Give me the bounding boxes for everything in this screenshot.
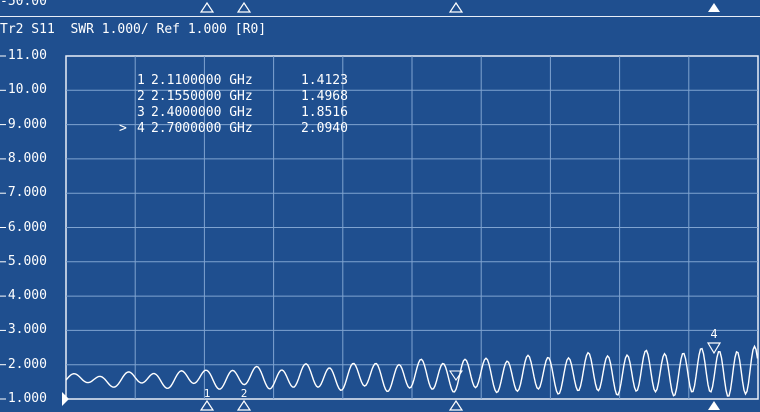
bottom-marker-triangle-icon [199, 399, 215, 411]
y-tick-label: 10.00 [0, 82, 47, 98]
top-marker-triangle-icon [199, 1, 215, 13]
marker-row-3[interactable]: 3 2.4000000 GHz 1.8516 [72, 90, 371, 120]
marker-number: 4 [136, 121, 145, 136]
y-tick-label: 7.000 [0, 185, 47, 201]
marker-frequency: 2.7000000 GHz [150, 121, 253, 136]
reference-position-arrow [62, 392, 69, 406]
y-tick-label: 9.000 [0, 116, 47, 132]
y-tick-label: 3.000 [0, 322, 47, 338]
active-marker-trace-triangle-icon [706, 342, 722, 355]
y-tick-label: 8.000 [0, 150, 47, 166]
marker-row-4[interactable]: >4 2.7000000 GHz 2.0940 [72, 106, 371, 136]
top-marker-triangle-icon [448, 1, 464, 13]
marker-row-1[interactable]: 1 2.1100000 GHz 1.4123 [72, 58, 371, 88]
bottom-marker-label: 2 [241, 387, 248, 400]
marker-row-2[interactable]: 2 2.1550000 GHz 1.4968 [72, 74, 371, 104]
marker-value: 1.8516 [300, 105, 348, 120]
upper-scale-value: -50.00 [0, 0, 47, 9]
marker-active-indicator: > [118, 121, 127, 136]
marker-frequency: 2.1550000 GHz [150, 89, 253, 104]
marker-value: 1.4123 [300, 73, 348, 88]
upper-trace-strip: -50.00 [0, 0, 760, 17]
y-tick-label: 11.00 [0, 48, 47, 63]
active-marker-bottom-triangle-icon [708, 401, 720, 410]
marker-value: 2.0940 [300, 121, 348, 136]
swr-trace [65, 344, 759, 397]
active-marker-top-triangle-icon [708, 3, 720, 12]
bottom-marker-triangle-icon [448, 399, 464, 411]
active-marker-label: 4 [710, 327, 717, 341]
bottom-marker-label: 1 [204, 387, 211, 400]
marker-value: 1.4968 [300, 89, 348, 104]
top-marker-triangle-icon [236, 1, 252, 13]
marker-3-trace-triangle-icon [448, 370, 464, 381]
marker-table[interactable]: 1 2.1100000 GHz 1.4123 2 2.1550000 GHz 1.496… [72, 58, 371, 136]
marker-number: 1 [136, 73, 145, 88]
y-tick-label: 2.000 [0, 356, 47, 372]
y-tick-label: 4.000 [0, 288, 47, 304]
trace-header[interactable]: Tr2 S11 SWR 1.000/ Ref 1.000 [R0] [0, 22, 267, 37]
y-tick-label: 5.000 [0, 253, 47, 269]
y-tick-label: 1.000 [0, 391, 47, 406]
bottom-marker-triangle-icon [236, 399, 252, 411]
marker-number: 3 [136, 105, 145, 120]
marker-number: 2 [136, 89, 145, 104]
marker-frequency: 2.4000000 GHz [150, 105, 253, 120]
y-tick-label: 6.000 [0, 219, 47, 235]
marker-frequency: 2.1100000 GHz [150, 73, 253, 88]
